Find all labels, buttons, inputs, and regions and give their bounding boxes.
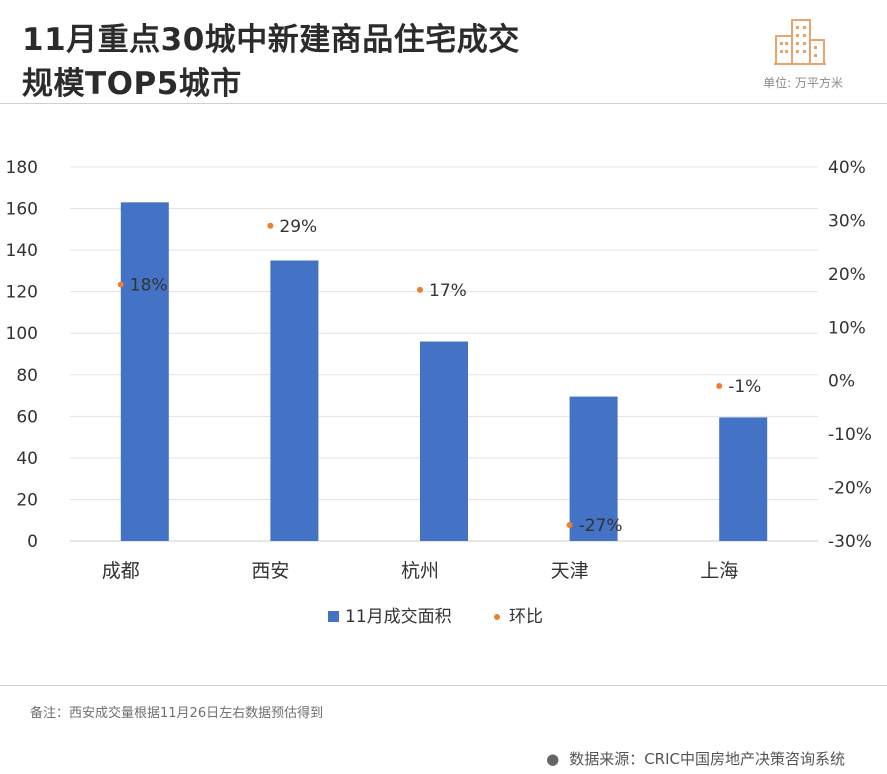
data-label: 17% xyxy=(429,281,467,301)
bar-5 xyxy=(719,417,768,541)
building-icon xyxy=(774,19,826,65)
y-right-tick-label: 0% xyxy=(828,372,855,392)
chart-title: 11月重点30城中新建商品住宅成交 规模TOP5城市 xyxy=(22,18,520,106)
bar-4 xyxy=(569,396,618,541)
header-divider xyxy=(0,103,887,104)
source-bullet: ● xyxy=(546,750,560,768)
y-right-tick-label: 40% xyxy=(828,158,866,178)
footer-divider xyxy=(0,685,887,686)
y-left-tick-label: 140 xyxy=(6,241,38,261)
y-left-tick-label: 160 xyxy=(6,200,38,220)
y-left-tick-label: 100 xyxy=(6,324,38,344)
y-left-tick-label: 80 xyxy=(16,366,38,386)
legend-label: 环比 xyxy=(509,607,543,627)
legend-swatch-dot xyxy=(494,614,500,620)
bar-2 xyxy=(270,260,319,541)
point-4 xyxy=(566,521,573,528)
y-right-tick-label: -20% xyxy=(828,479,872,499)
y-right-tick-label: -10% xyxy=(828,425,872,445)
bar-3 xyxy=(420,341,468,541)
y-left-tick-label: 120 xyxy=(6,283,38,303)
title-line-2: 规模TOP5城市 xyxy=(22,66,242,102)
bar-1 xyxy=(120,202,169,542)
y-right-tick-label: 10% xyxy=(828,318,866,338)
title-line-1: 11月重点30城中新建商品住宅成交 xyxy=(22,22,520,58)
unit-label: 单位: 万平方米 xyxy=(763,76,843,90)
legend-swatch-bar xyxy=(328,611,339,622)
source-text: 数据来源：CRIC中国房地产决策咨询系统 xyxy=(569,750,845,768)
point-1 xyxy=(117,281,124,288)
combo-chart: 0 20 40 60 80 100 120 140 160 180 -30% -20% -10% 0% 10… xyxy=(6,158,872,627)
x-tick-label: 上海 xyxy=(700,560,738,582)
footnote: 备注：西安成交量根据11月26日左右数据预估得到 xyxy=(30,706,324,721)
data-label: -27% xyxy=(579,516,623,536)
y-right-tick-label: 20% xyxy=(828,265,866,285)
legend-label: 11月成交面积 xyxy=(345,607,452,627)
data-source: ● 数据来源：CRIC中国房地产决策咨询系统 xyxy=(546,748,845,769)
y-left-tick-label: 180 xyxy=(6,158,38,178)
x-tick-label: 天津 xyxy=(551,560,589,582)
point-3 xyxy=(417,286,423,293)
y-left-tick-label: 60 xyxy=(16,407,38,427)
x-tick-label: 成都 xyxy=(102,560,140,582)
data-label: -1% xyxy=(728,377,761,397)
x-tick-label: 西安 xyxy=(251,560,289,582)
data-label: 29% xyxy=(279,217,317,237)
data-label: 18% xyxy=(130,276,168,296)
x-tick-label: 杭州 xyxy=(401,560,439,582)
y-right-tick-label: 30% xyxy=(828,211,866,231)
point-5 xyxy=(716,383,723,390)
y-right-tick-label: -30% xyxy=(828,532,872,552)
y-left-tick-label: 0 xyxy=(27,532,38,552)
point-2 xyxy=(267,222,274,229)
y-left-tick-label: 40 xyxy=(16,449,38,469)
y-left-tick-label: 20 xyxy=(16,490,38,510)
